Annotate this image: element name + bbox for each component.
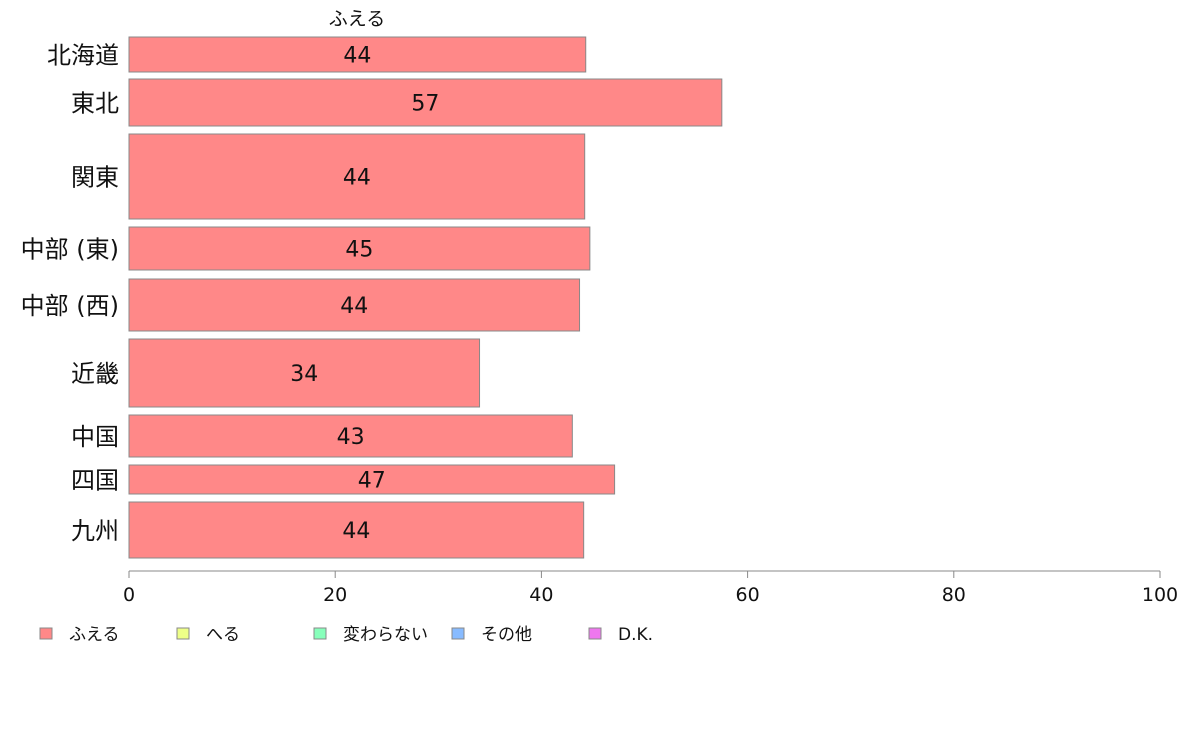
x-axis: 0 20 40 60 80 100 <box>123 570 1178 606</box>
x-tick-label-40: 40 <box>529 584 553 606</box>
category-label-5: 中部 (西) <box>21 292 119 320</box>
legend-label-3: 変わらない <box>343 625 428 645</box>
legend-label-5: D.K. <box>618 625 653 645</box>
category-label-2: 東北 <box>71 90 119 118</box>
bar-4 <box>128 226 591 271</box>
legend-swatch-3 <box>313 627 327 640</box>
bar-6 <box>128 338 481 408</box>
category-label-1: 北海道 <box>47 42 119 70</box>
bars-layer: 44 57 44 45 44 34 43 47 44 <box>128 36 723 559</box>
bar-3 <box>128 133 586 220</box>
value-label-8: 47 <box>358 469 386 494</box>
legend-label-4: その他 <box>481 625 532 645</box>
value-label-6: 34 <box>290 362 318 387</box>
category-label-9: 九州 <box>71 517 119 545</box>
x-tick-label-0: 0 <box>123 584 135 606</box>
bar-8 <box>128 464 616 495</box>
value-label-1: 44 <box>343 44 371 69</box>
legend-swatch-2 <box>176 627 190 640</box>
value-label-9: 44 <box>342 519 370 544</box>
bar-9 <box>128 501 585 559</box>
legend-swatch-1 <box>39 627 53 640</box>
column-header: ふえる <box>329 8 385 30</box>
category-label-8: 四国 <box>71 467 119 495</box>
bar-5 <box>128 278 581 332</box>
x-tick-label-60: 60 <box>736 584 760 606</box>
x-tick-label-20: 20 <box>323 584 347 606</box>
category-label-7: 中国 <box>71 423 119 451</box>
legend-label-2: へる <box>206 625 240 645</box>
value-label-4: 45 <box>345 238 373 263</box>
legend-swatch-5 <box>588 627 602 640</box>
value-label-7: 43 <box>337 425 365 450</box>
category-label-3: 関東 <box>71 164 119 192</box>
legend: ふえる へる 変わらない その他 D.K. <box>39 625 653 645</box>
bar-7 <box>128 414 573 458</box>
bar-2 <box>128 78 723 127</box>
category-label-6: 近畿 <box>71 360 119 388</box>
value-label-5: 44 <box>340 294 368 319</box>
category-label-4: 中部 (東) <box>21 236 119 264</box>
legend-swatch-4 <box>451 627 465 640</box>
bar-1 <box>128 36 587 73</box>
value-label-3: 44 <box>343 166 371 191</box>
value-label-2: 57 <box>411 92 439 117</box>
x-tick-label-100: 100 <box>1142 584 1178 606</box>
legend-label-1: ふえる <box>69 625 120 645</box>
x-tick-label-80: 80 <box>942 584 966 606</box>
